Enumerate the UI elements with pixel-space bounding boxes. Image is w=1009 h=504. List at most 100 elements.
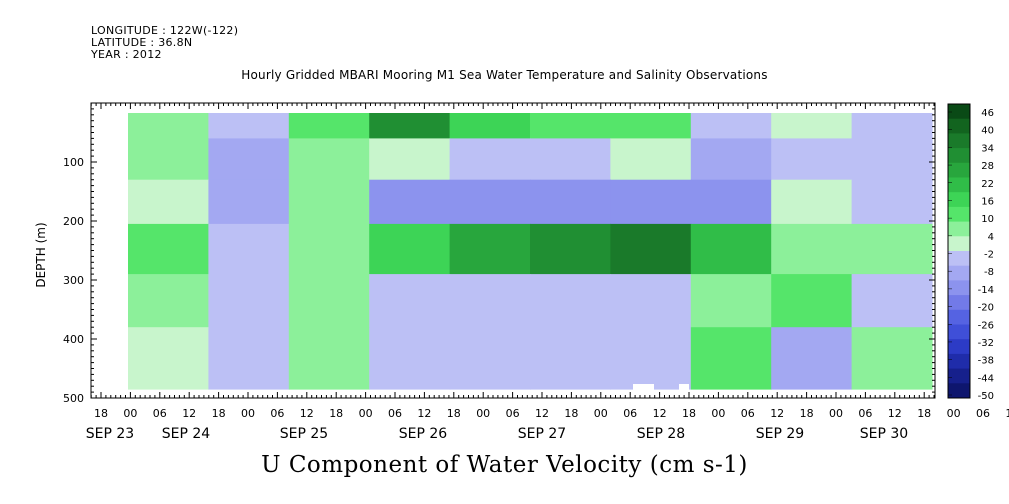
x-tick-label: 12 — [653, 407, 667, 420]
colorbar-label: 16 — [981, 196, 994, 207]
heatmap-cell — [530, 179, 611, 225]
y-tick-label: 200 — [63, 215, 84, 228]
heatmap-cell — [449, 138, 531, 181]
colorbar-label: -26 — [978, 320, 994, 331]
colorbar-label: 40 — [981, 126, 994, 137]
colorbar-label: -20 — [978, 303, 994, 314]
heatmap-cell — [610, 223, 692, 275]
colorbar-swatch — [948, 162, 970, 178]
heatmap-cell — [610, 327, 692, 390]
heatmap-cell — [449, 327, 531, 390]
x-tick-label: 18 — [564, 407, 578, 420]
colorbar-swatch — [948, 133, 970, 149]
colorbar-swatch — [948, 383, 970, 399]
heatmap-cell — [610, 138, 692, 181]
x-tick-label: 18 — [447, 407, 461, 420]
heatmap-cell — [208, 223, 290, 275]
heatmap-cell — [771, 274, 853, 328]
colorbar-swatch — [948, 280, 970, 296]
x-tick-label: 12 — [300, 407, 314, 420]
colorbar-swatch — [948, 265, 970, 281]
heatmap-cell — [208, 327, 290, 390]
x-tick-label: 18 — [682, 407, 696, 420]
y-axis-ticks: 100 200 300 400 500 — [63, 102, 935, 405]
y-tick-label: 100 — [63, 156, 84, 169]
colorbar-frame — [947, 103, 971, 399]
year-label: YEAR : 2012 — [91, 48, 162, 61]
heatmap-cell — [530, 138, 611, 181]
heatmap-cell — [369, 179, 451, 225]
colorbar-label: 34 — [981, 143, 994, 154]
x-tick-label: 18 — [329, 407, 343, 420]
x-tick-label: 00 — [359, 407, 373, 420]
heatmap-cell — [128, 327, 209, 390]
x-day-label: SEP 28 — [637, 426, 685, 442]
missing-data-mark — [633, 384, 654, 390]
x-tick-label: 12 — [535, 407, 549, 420]
heatmap-cell — [369, 223, 451, 275]
colorbar-label: 28 — [981, 161, 994, 172]
colorbar-swatch — [948, 339, 970, 355]
heatmap-cell — [369, 113, 451, 139]
heatmap-cell — [690, 113, 772, 139]
heatmap-cell — [369, 138, 451, 181]
x-day-label: SEP 29 — [756, 426, 804, 442]
x-tick-label: 06 — [623, 407, 637, 420]
heatmap-cell — [851, 274, 933, 328]
x-tick-label: 18 — [212, 407, 226, 420]
heatmap-cell — [771, 113, 853, 139]
x-tick-label: 12 — [770, 407, 784, 420]
colorbar-swatch — [948, 236, 970, 252]
heatmap-cell — [449, 113, 531, 139]
chart-title: Hourly Gridded MBARI Mooring M1 Sea Wate… — [241, 68, 768, 82]
heatmap-cell — [851, 138, 933, 181]
heatmap-cell — [128, 113, 209, 139]
heatmap-cell — [690, 274, 772, 328]
colorbar-swatch — [948, 177, 970, 193]
heatmap-cell — [851, 327, 933, 390]
heatmap-cell — [288, 179, 370, 225]
heatmap-cell — [530, 113, 611, 139]
colorbar-swatch — [948, 251, 970, 267]
colorbar-label: -14 — [978, 285, 994, 296]
colorbar-label: -50 — [978, 391, 994, 402]
colorbar-label: -44 — [978, 373, 994, 384]
heatmap-cell — [851, 223, 933, 275]
heatmap-cell — [771, 138, 853, 181]
x-tick-label: 12 — [417, 407, 431, 420]
heatmap-cell — [851, 113, 933, 139]
heatmap-cell — [771, 179, 853, 225]
heatmap-cell — [208, 274, 290, 328]
heatmap-cell — [208, 138, 290, 181]
x-tick-label: 12 — [888, 407, 902, 420]
heatmap-cell — [128, 223, 209, 275]
heatmap-cell — [449, 223, 531, 275]
colorbar-swatch — [948, 221, 970, 237]
heatmap-cell — [610, 113, 692, 139]
heatmap-cell — [128, 179, 209, 225]
heatmap-cell — [208, 179, 290, 225]
heatmap-cell — [288, 113, 370, 139]
x-tick-label: 06 — [741, 407, 755, 420]
x-tick-label: 18 — [917, 407, 931, 420]
heatmap-cell — [690, 327, 772, 390]
x-tick-label: 06 — [858, 407, 872, 420]
x-tick-label: 00 — [594, 407, 608, 420]
heatmap-cell — [449, 274, 531, 328]
x-tick-label: 18 — [800, 407, 814, 420]
x-tick-label: 00 — [711, 407, 725, 420]
colorbar-swatch — [948, 192, 970, 208]
heatmap-cell — [288, 274, 370, 328]
heatmap-cell — [771, 223, 853, 275]
colorbar-swatch — [948, 118, 970, 134]
colorbar-swatch — [948, 148, 970, 164]
heatmap-cell — [530, 274, 611, 328]
heatmap-cell — [690, 138, 772, 181]
heatmap-cell — [288, 223, 370, 275]
x-day-label: SEP 24 — [162, 426, 211, 442]
colorbar-swatch — [948, 309, 970, 325]
colorbar-label: -8 — [984, 267, 994, 278]
heatmap-cell — [369, 274, 451, 328]
x-day-label: SEP 23 — [86, 426, 134, 442]
x-tick-label: 12 — [1005, 407, 1009, 420]
